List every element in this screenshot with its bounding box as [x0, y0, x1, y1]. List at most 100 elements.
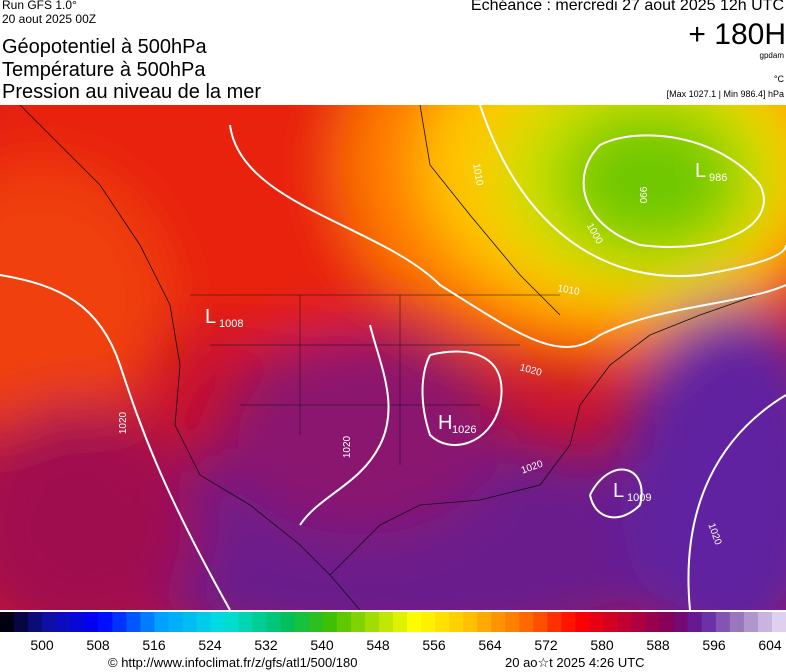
colorbar-swatch	[561, 612, 576, 632]
colorbar-swatch	[56, 612, 71, 632]
isobar-label: 990	[637, 187, 648, 204]
pressure-symbol: H	[438, 412, 452, 434]
colorbar-swatch	[224, 612, 240, 632]
footer-time: 20 ao☆t 2025 4:26 UTC	[505, 655, 645, 670]
colorbar-swatch	[308, 612, 324, 632]
colorbar-label: 588	[646, 637, 670, 653]
colorbar-swatch	[617, 612, 633, 632]
colorbar-label: 516	[142, 637, 166, 653]
colorbar-swatch	[266, 612, 282, 632]
colorbar-swatch	[70, 612, 85, 632]
isobars	[0, 105, 786, 610]
pressure-value: 986	[709, 172, 727, 184]
pressure-symbol: L	[205, 306, 216, 328]
title: Pression au niveau de la mer	[2, 81, 262, 103]
colorbar-swatch	[322, 612, 338, 632]
pressure-symbol: L	[695, 160, 706, 182]
colorbar-swatch	[378, 612, 394, 632]
colorbar-swatch	[294, 612, 310, 632]
run-label: Run GFS 1.0°	[2, 0, 77, 12]
colorbar-swatch	[14, 612, 29, 632]
pressure-value: 1026	[452, 424, 476, 436]
colorbar-swatch	[168, 612, 183, 632]
colorbar-swatch	[280, 612, 296, 632]
isobar-label: 1020	[118, 411, 129, 434]
footer-url: © http://www.infoclimat.fr/z/gfs/atl1/50…	[108, 655, 358, 670]
colorbar-swatch	[659, 612, 675, 632]
colorbar-swatch	[547, 612, 562, 632]
colorbar-swatch	[645, 612, 661, 632]
colorbar-swatch	[154, 612, 169, 632]
colorbar-swatch	[449, 612, 464, 632]
colorbar-swatch	[519, 612, 534, 632]
colorbar-swatch	[771, 612, 786, 632]
colorbar-swatch	[336, 612, 352, 632]
colorbar-label: 524	[198, 637, 222, 653]
colorbar-label: 556	[422, 637, 446, 653]
colorbar-swatch	[491, 612, 506, 632]
pressure-value: 1009	[627, 492, 651, 504]
isobar-label: 1010	[470, 163, 485, 187]
title: Géopotentiel à 500hPa	[2, 36, 207, 58]
colorbar-swatch	[673, 612, 689, 632]
colorbar-label: 580	[590, 637, 614, 653]
lead-time: + 180H	[688, 18, 786, 51]
colorbar-swatch	[533, 612, 548, 632]
colorbar-label: 540	[310, 637, 334, 653]
colorbar-swatch	[743, 612, 759, 632]
colorbar-label: 572	[534, 637, 558, 653]
colorbar-swatch	[505, 612, 520, 632]
coastlines	[19, 105, 786, 610]
pressure-symbol: L	[613, 480, 624, 502]
colorbar-swatch	[182, 612, 197, 632]
colorbar-label: 532	[254, 637, 278, 653]
colorbar-swatch	[393, 612, 408, 632]
colorbar-swatch	[687, 612, 703, 632]
colorbar-swatch	[407, 612, 422, 632]
colorbar-swatch	[252, 612, 268, 632]
colorbar-swatch	[477, 612, 492, 632]
colorbar-swatch	[421, 612, 436, 632]
colorbar-swatch	[0, 612, 15, 632]
unit: gpdam	[759, 51, 784, 60]
colorbar-label: 564	[478, 637, 502, 653]
colorbar-swatch	[757, 612, 773, 632]
isobar-label: 1010	[557, 283, 581, 298]
colorbar-swatch	[126, 612, 141, 632]
colorbar-swatch	[84, 612, 99, 632]
title: Température à 500hPa	[2, 59, 206, 81]
colorbar-swatch	[112, 612, 127, 632]
range: [Max 1027.1 | Min 986.4] hPa	[666, 89, 784, 99]
colorbar-swatch	[210, 612, 226, 632]
colorbar-label: 548	[366, 637, 390, 653]
colorbar-swatch	[631, 612, 647, 632]
colorbar-label: 500	[30, 637, 54, 653]
colorbar-swatch	[715, 612, 731, 632]
colorbar-swatch	[729, 612, 745, 632]
temperature-field	[0, 105, 786, 610]
colorbar-swatch	[701, 612, 717, 632]
colorbar-swatch	[42, 612, 57, 632]
colorbar-label: 604	[758, 637, 782, 653]
echeance: Echéance : mercredi 27 aout 2025 12h UTC	[470, 0, 784, 14]
colorbar-swatch	[364, 612, 380, 632]
isobar-label: 1020	[342, 435, 353, 458]
unit: °C	[773, 74, 784, 84]
colorbar-swatch	[98, 612, 113, 632]
colorbar-swatch	[238, 612, 254, 632]
colorbar-swatch	[435, 612, 450, 632]
colorbar-swatch	[575, 612, 590, 632]
colorbar-label: 596	[702, 637, 726, 653]
colorbar-swatch	[603, 612, 619, 632]
colorbar-swatch	[463, 612, 478, 632]
colorbar-swatch	[589, 612, 605, 632]
colorbar-label: 508	[86, 637, 110, 653]
pressure-value: 1008	[219, 318, 243, 330]
colorbar-swatch	[196, 612, 212, 632]
run-date: 20 aout 2025 00Z	[2, 12, 97, 26]
colorbar-swatch	[350, 612, 366, 632]
colorbar-swatch	[28, 612, 43, 632]
colorbar-swatch	[140, 612, 155, 632]
